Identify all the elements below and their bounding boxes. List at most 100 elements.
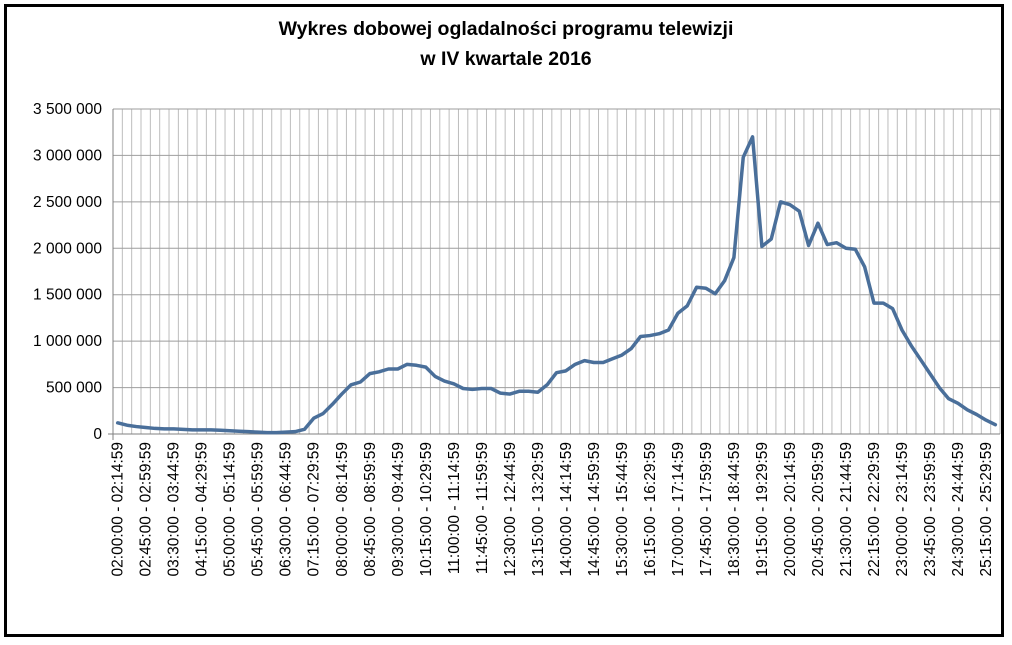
data-point: [695, 286, 698, 289]
data-point: [359, 381, 362, 384]
data-point: [331, 403, 334, 406]
x-tick-label: 23:45:00 - 23:59:59: [922, 442, 939, 576]
y-tick-label: 0: [93, 426, 102, 443]
data-point: [910, 344, 913, 347]
data-point: [620, 354, 623, 357]
x-tick-label: 16:15:00 - 16:29:59: [642, 442, 659, 576]
x-tick-label: 21:30:00 - 21:44:59: [838, 442, 855, 576]
x-tick-label: 18:30:00 - 18:44:59: [726, 442, 743, 576]
x-tick-label: 25:15:00 - 25:29:59: [978, 442, 995, 576]
x-tick-label: 13:15:00 - 13:29:59: [530, 442, 547, 576]
data-point: [760, 245, 763, 248]
data-point: [126, 424, 129, 427]
data-point: [667, 329, 670, 332]
x-tick-label: 14:45:00 - 14:59:59: [586, 442, 603, 576]
data-point: [854, 248, 857, 251]
data-point: [928, 372, 931, 375]
data-point: [863, 265, 866, 268]
data-point: [368, 372, 371, 375]
data-point: [900, 329, 903, 332]
data-point: [984, 419, 987, 422]
data-point: [574, 363, 577, 366]
data-point: [228, 429, 231, 432]
data-point: [658, 332, 661, 335]
data-point: [116, 421, 119, 424]
x-tick-label: 09:30:00 - 09:44:59: [390, 442, 407, 576]
data-point: [611, 357, 614, 360]
x-tick-label: 23:00:00 - 23:14:59: [894, 442, 911, 576]
x-tick-label: 03:30:00 - 03:44:59: [166, 442, 183, 576]
data-point: [826, 243, 829, 246]
data-point: [835, 241, 838, 244]
data-point: [732, 256, 735, 259]
data-point: [144, 426, 147, 429]
data-point: [966, 408, 969, 411]
chart-title: Wykres dobowej ogladalności programu tel…: [0, 14, 1012, 74]
y-tick-label: 500 000: [46, 380, 102, 397]
x-tick-label: 02:00:00 - 02:14:59: [110, 442, 127, 576]
data-point: [238, 430, 241, 433]
chart-title-line1: Wykres dobowej ogladalności programu tel…: [278, 18, 734, 40]
y-tick-label: 2 500 000: [33, 194, 102, 211]
y-tick-label: 1 500 000: [33, 287, 102, 304]
data-point: [975, 413, 978, 416]
data-point: [639, 335, 642, 338]
data-point: [919, 358, 922, 361]
x-tick-label: 11:00:00 - 11:14:59: [446, 442, 463, 574]
data-point: [583, 359, 586, 362]
data-point: [807, 244, 810, 247]
data-point: [714, 292, 717, 295]
data-point: [564, 369, 567, 372]
data-point: [546, 383, 549, 386]
data-point: [891, 307, 894, 310]
x-axis-ticks: 02:00:00 - 02:14:59 02:45:00 - 02:59:59 03…: [110, 442, 995, 576]
data-point: [424, 366, 427, 369]
data-point: [443, 380, 446, 383]
data-point: [303, 428, 306, 431]
data-point: [191, 428, 194, 431]
data-point: [555, 371, 558, 374]
data-point: [406, 363, 409, 366]
data-point: [219, 429, 222, 432]
data-point: [312, 417, 315, 420]
data-point: [378, 370, 381, 373]
data-point: [387, 368, 390, 371]
data-point: [844, 247, 847, 250]
data-point: [200, 428, 203, 431]
data-point: [518, 390, 521, 393]
data-point: [508, 393, 511, 396]
x-tick-label: 05:45:00 - 05:59:59: [250, 442, 267, 576]
x-tick-label: 14:00:00 - 14:14:59: [558, 442, 575, 576]
data-point: [648, 334, 651, 337]
data-point: [536, 391, 539, 394]
x-tick-label: 15:30:00 - 15:44:59: [614, 442, 631, 576]
x-tick-label: 17:45:00 - 17:59:59: [698, 442, 715, 576]
x-tick-label: 06:30:00 - 06:44:59: [278, 442, 295, 576]
data-point: [266, 431, 269, 434]
data-point: [499, 392, 502, 395]
data-point: [956, 402, 959, 405]
data-point: [723, 279, 726, 282]
data-point: [172, 427, 175, 430]
y-axis-ticks: 0 500 000 1 000 000 1 500 000 2 000 000 2 500…: [33, 101, 102, 443]
x-tick-label: 04:15:00 - 04:29:59: [194, 442, 211, 576]
x-tick-label: 22:15:00 - 22:29:59: [866, 442, 883, 576]
data-point: [704, 287, 707, 290]
data-point: [182, 428, 185, 431]
x-tick-label: 08:00:00 - 08:14:59: [334, 442, 351, 576]
data-point: [592, 361, 595, 364]
series-line: [115, 135, 998, 435]
data-point: [294, 430, 297, 433]
data-point: [686, 304, 689, 307]
x-tick-label: 10:15:00 - 10:29:59: [418, 442, 435, 576]
y-tick-label: 1 000 000: [33, 333, 102, 350]
data-point: [471, 388, 474, 391]
chart-title-line2: w IV kwartale 2016: [420, 48, 592, 70]
data-point: [284, 431, 287, 434]
data-point: [527, 390, 530, 393]
data-point: [434, 375, 437, 378]
y-tick-label: 3 000 000: [33, 147, 102, 164]
data-point: [396, 368, 399, 371]
data-point: [163, 427, 166, 430]
